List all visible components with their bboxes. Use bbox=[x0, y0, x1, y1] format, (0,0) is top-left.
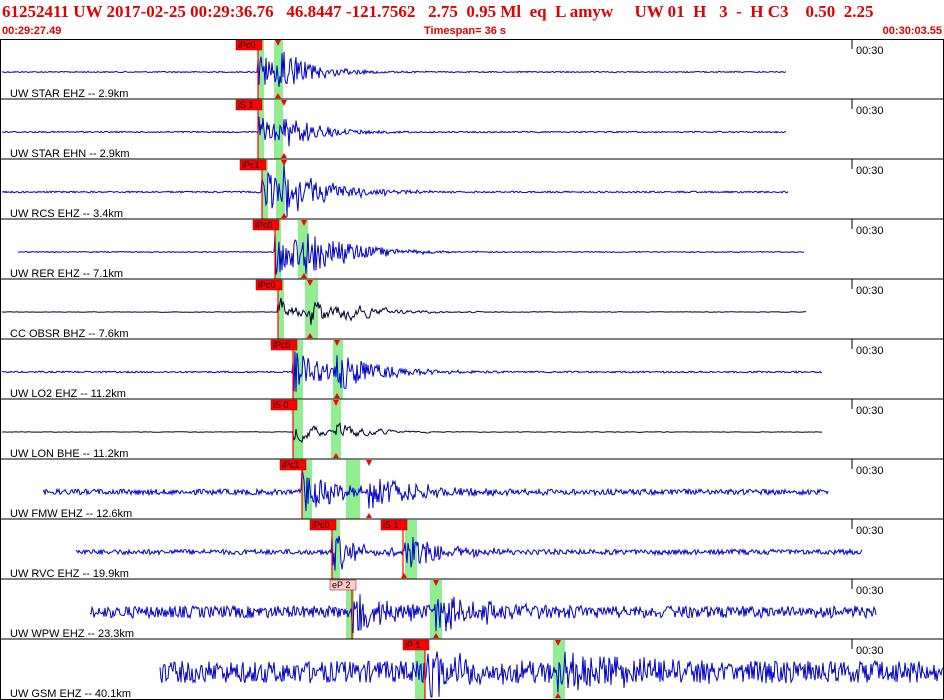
s-pick-marker bbox=[555, 693, 561, 698]
trace-label: UW GSM EHZ -- 40.1km bbox=[10, 688, 131, 700]
s-pick-marker bbox=[433, 633, 439, 638]
phase-window bbox=[276, 160, 285, 219]
start-time: 00:29:27.49 bbox=[2, 25, 62, 37]
pick-flag bbox=[255, 279, 283, 291]
pick-label: eP 2 bbox=[332, 580, 350, 590]
time-tick-label: 00:30 bbox=[856, 105, 884, 117]
pick-flag bbox=[329, 579, 357, 591]
pick-label: iPc0 bbox=[258, 280, 276, 290]
phase-window bbox=[274, 100, 283, 159]
trace-label: UW WPW EHZ -- 23.3km bbox=[10, 628, 134, 640]
waveform bbox=[1, 164, 789, 218]
timespan: Timespan= 36 s bbox=[424, 25, 507, 37]
s-pick-marker bbox=[281, 100, 287, 106]
pick-label: iS 0 bbox=[273, 400, 289, 410]
phase-window bbox=[278, 280, 284, 339]
waveform bbox=[89, 594, 877, 634]
time-tick-label: 00:30 bbox=[856, 165, 884, 177]
pick-label: iP 1 bbox=[405, 640, 420, 650]
pick-label: iPc0 bbox=[255, 220, 273, 230]
time-tick-label: 00:30 bbox=[856, 285, 884, 297]
trace-label: CC OBSR BHZ -- 7.6km bbox=[10, 328, 129, 340]
pick-flag bbox=[402, 639, 430, 651]
trace-label: UW RVC EHZ -- 19.9km bbox=[10, 568, 129, 580]
s-pick-marker bbox=[333, 400, 339, 406]
phase-window bbox=[293, 400, 303, 459]
s-pick-marker bbox=[281, 153, 287, 158]
s-pick-marker bbox=[334, 340, 340, 346]
time-tick-label: 00:30 bbox=[856, 465, 884, 477]
phase-window bbox=[274, 40, 283, 99]
waveform bbox=[75, 535, 863, 571]
end-time: 00:30:03.55 bbox=[882, 25, 942, 37]
phase-window bbox=[262, 160, 268, 219]
s-pick-marker bbox=[275, 93, 281, 98]
time-tick-label: 00:30 bbox=[856, 225, 884, 237]
time-tick-label: 00:30 bbox=[856, 45, 884, 57]
s-pick-marker bbox=[366, 513, 372, 518]
pick-label: iPc0 bbox=[312, 520, 330, 530]
time-tick-label: 00:30 bbox=[856, 405, 884, 417]
s-pick-marker bbox=[301, 220, 307, 226]
s-pick-marker bbox=[366, 460, 372, 466]
trace-label: UW RER EHZ -- 7.1km bbox=[10, 268, 123, 280]
s-pick-marker bbox=[555, 640, 561, 646]
s-pick-marker bbox=[433, 580, 439, 586]
pick-flag bbox=[235, 99, 263, 111]
trace-label: UW RCS EHZ -- 3.4km bbox=[10, 208, 123, 220]
waveform bbox=[17, 233, 805, 275]
s-pick-marker bbox=[281, 213, 287, 218]
trace-label: UW FMW EHZ -- 12.6km bbox=[10, 508, 132, 520]
waveform bbox=[1, 351, 823, 392]
time-tick-label: 00:30 bbox=[856, 585, 884, 597]
pick-label: iPc1 bbox=[242, 160, 260, 170]
time-tick-label: 00:30 bbox=[856, 525, 884, 537]
pick-label: iS 1 bbox=[383, 520, 399, 530]
waveform bbox=[1, 51, 787, 87]
s-pick-marker bbox=[334, 393, 340, 398]
pick-flag bbox=[380, 519, 408, 531]
pick-flag bbox=[270, 399, 298, 411]
phase-window bbox=[331, 400, 341, 459]
event-title: 61252411 UW 2017-02-25 00:29:36.76 46.84… bbox=[2, 2, 874, 21]
pick-flag bbox=[270, 339, 298, 351]
trace-label: UW STAR EHN -- 2.9km bbox=[10, 148, 130, 160]
waveform bbox=[1, 116, 787, 147]
phase-window bbox=[305, 280, 318, 339]
pick-label: iPc0 bbox=[273, 340, 291, 350]
pick-flag bbox=[279, 459, 307, 471]
s-pick-marker bbox=[301, 273, 307, 278]
s-pick-marker bbox=[275, 40, 281, 46]
pick-label: iPc1 bbox=[282, 460, 300, 470]
waveform bbox=[159, 651, 944, 698]
waveform bbox=[42, 468, 829, 512]
s-pick-marker bbox=[281, 160, 287, 166]
s-pick-marker bbox=[307, 333, 313, 338]
trace-label: UW LO2 EHZ -- 11.2km bbox=[10, 388, 126, 400]
phase-window bbox=[430, 580, 442, 639]
trace-label: UW LON BHE -- 11.2km bbox=[10, 448, 128, 460]
time-tick-label: 00:30 bbox=[856, 345, 884, 357]
pick-flag bbox=[309, 519, 337, 531]
panel-frame bbox=[0, 39, 944, 700]
pick-flag bbox=[235, 39, 263, 51]
waveform bbox=[2, 422, 822, 444]
s-pick-marker bbox=[333, 453, 339, 458]
phase-window bbox=[405, 520, 417, 579]
waveform bbox=[1, 297, 807, 325]
time-tick-label: 00:30 bbox=[856, 645, 884, 657]
s-pick-marker bbox=[307, 280, 313, 286]
pick-label: iS 1 bbox=[238, 100, 254, 110]
phase-window bbox=[258, 40, 264, 99]
pick-flag bbox=[252, 219, 280, 231]
phase-window bbox=[346, 580, 354, 639]
trace-label: UW STAR EHZ -- 2.9km bbox=[10, 88, 128, 100]
pick-flag bbox=[239, 159, 267, 171]
pick-label: iPc0 bbox=[238, 40, 256, 50]
